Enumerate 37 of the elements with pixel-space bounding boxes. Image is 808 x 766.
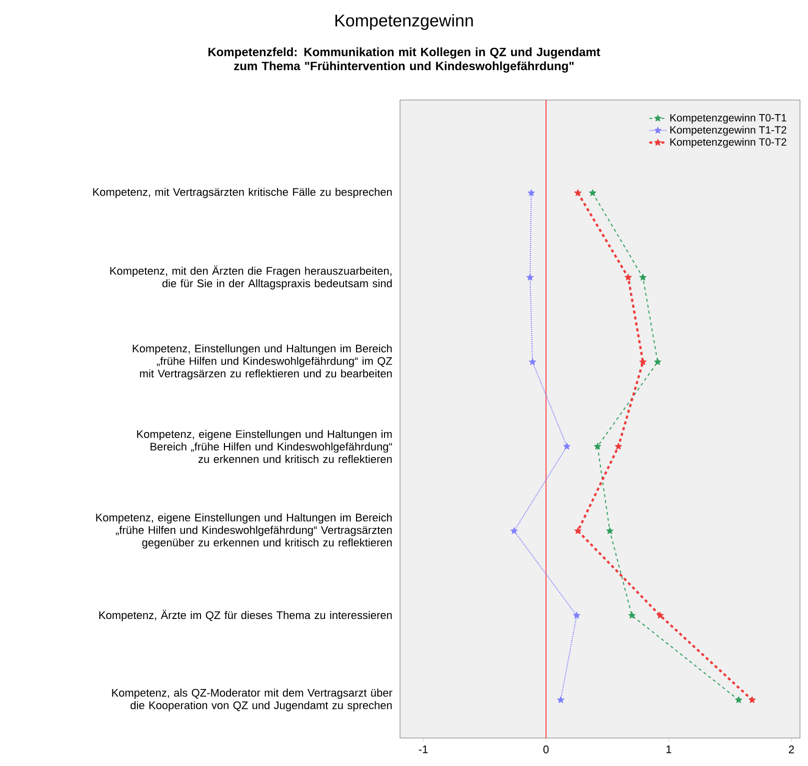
point [614, 442, 622, 450]
point [528, 189, 535, 196]
point [526, 274, 534, 281]
point [574, 189, 582, 196]
point [748, 696, 756, 704]
x-tick-label: 2 [788, 746, 794, 754]
y-tick-label: Kompetenz, mit den Ärzten die Fragen herauszuarbeiten, die für Sie in der Alltagspraxis bedeutsam sind [110, 265, 392, 290]
point [574, 527, 582, 534]
point [573, 612, 580, 619]
x-tick-label: 0 [543, 746, 549, 754]
point [510, 527, 518, 534]
y-tick-label: Kompetenz, mit Vertragsärzten kritische Fälle zu besprechen [93, 188, 392, 198]
point [557, 696, 564, 704]
point [594, 442, 602, 450]
point [563, 442, 570, 450]
point [735, 696, 742, 704]
point [639, 274, 647, 281]
point [528, 358, 536, 366]
y-tick-label: Kompetenz, Ärzte im QZ für dieses Thema zu interessieren [99, 610, 392, 622]
point [624, 274, 632, 281]
x-tick-label: 1 [666, 746, 672, 754]
legend-label: Kompetenzgewinn T0-T2 [670, 138, 786, 148]
point [656, 612, 664, 619]
y-tick-label: Kompetenz, Einstellungen und Haltungen im Bereich „frühe Hilfen und Kindeswohlgefährdung“ im QZ mit Vertragsärzen zu reflektieren und zu bearbeiten [132, 344, 392, 380]
y-tick-label: Kompetenz, eigene Einstellungen und Haltungen im Bereich „frühe Hilfen und Kindeswohlgefährdung“ Vertragsärzten gegenüber zu erkennen und kritisch zu reflektieren [96, 513, 392, 549]
point [639, 358, 647, 366]
point [654, 358, 662, 366]
chart-subtitle: Kompetenzfeld: Kommunikation mit Kollegen in QZ und Jugendamt zum Thema "Frühintervention und Kindeswohlgefährdung" [208, 47, 600, 73]
chart-title: Kompetenzgewinn [335, 14, 473, 30]
y-tick-label: Kompetenz, als QZ-Moderator mit dem Vertragsarzt über die Kooperation von QZ und Jugendamt zu sprechen [112, 688, 392, 712]
point [589, 189, 596, 196]
point [628, 612, 636, 619]
point [606, 527, 614, 534]
legend-label: Kompetenzgewinn T0-T1 [670, 114, 786, 124]
x-tick-label: -1 [418, 746, 428, 754]
y-tick-label: Kompetenz, eigene Einstellungen und Haltungen im Bereich „frühe Hilfen und Kindeswohlgefährdung“ zu erkennen und kritisch zu reflektieren [137, 430, 392, 464]
legend-label: Kompetenzgewinn T1-T2 [670, 126, 786, 136]
